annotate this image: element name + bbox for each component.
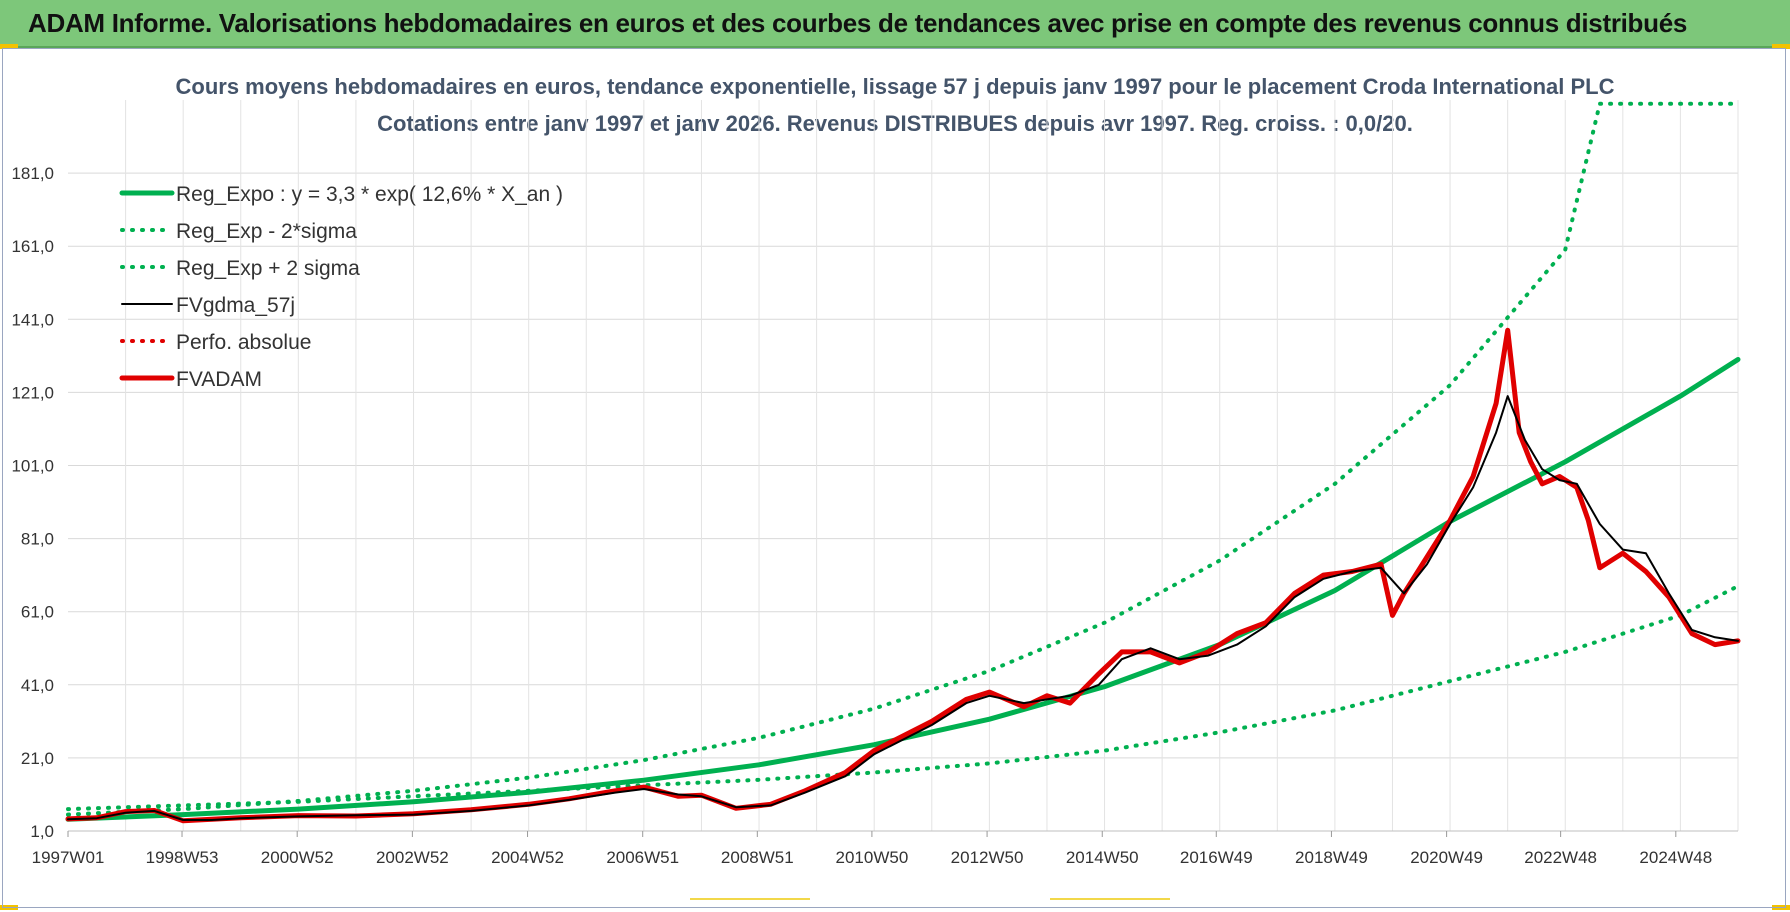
x-tick-label: 2024W48	[1639, 848, 1712, 867]
bottom-highlight	[690, 898, 810, 900]
y-tick-label: 81,0	[21, 530, 54, 549]
legend-label: Reg_Exp - 2*sigma	[176, 220, 357, 243]
series-line	[66, 584, 1740, 812]
series-line	[65, 357, 1741, 822]
report-title: ADAM Informe. Valorisations hebdomadaire…	[28, 8, 1688, 38]
x-tick-label: 1998W53	[146, 848, 219, 867]
y-tick-label: 41,0	[21, 676, 54, 695]
bottom-highlight	[1050, 898, 1170, 900]
legend-label: Reg_Expo : y = 3,3 * exp( 12,6% * X_an )	[176, 183, 563, 206]
series-line	[65, 327, 1741, 824]
x-tick-label: 2004W52	[491, 848, 564, 867]
chart-title: Cours moyens hebdomadaires en euros, ten…	[175, 74, 1615, 99]
y-tick-label: 1,0	[30, 822, 54, 841]
x-tick-label: 2002W52	[376, 848, 449, 867]
corner-mark	[1772, 44, 1790, 49]
legend: Reg_Expo : y = 3,3 * exp( 12,6% * X_an )…	[119, 183, 563, 391]
legend-label: FVADAM	[176, 368, 262, 391]
x-tick-label: 2022W48	[1524, 848, 1597, 867]
y-tick-label: 61,0	[21, 603, 54, 622]
chart-subtitle: Cotations entre janv 1997 et janv 2026. …	[377, 111, 1413, 136]
x-tick-label: 2016W49	[1180, 848, 1253, 867]
y-tick-label: 141,0	[11, 310, 54, 329]
axes: 1,0 21,0 41,0 61,0 81,0 101,0 121,0 141,0 161,0 1…	[11, 164, 1738, 867]
grid	[68, 100, 1739, 832]
y-tick-label: 161,0	[11, 237, 54, 256]
x-tick-label: 2008W51	[721, 848, 794, 867]
y-tick-label: 101,0	[11, 457, 54, 476]
chart-frame	[2, 48, 1786, 908]
x-tick-label: 2018W49	[1295, 848, 1368, 867]
report-banner: ADAM Informe. Valorisations hebdomadaire…	[0, 0, 1790, 48]
series-layer	[65, 101, 1741, 824]
series-line	[66, 101, 1740, 817]
x-tick-label: 2010W50	[836, 848, 909, 867]
legend-label: Reg_Exp + 2 sigma	[176, 257, 360, 280]
x-tick-label: 2006W51	[606, 848, 679, 867]
series-line	[67, 395, 1739, 821]
y-tick-label: 21,0	[21, 749, 54, 768]
x-tick-label: 2000W52	[261, 848, 334, 867]
y-tick-label: 181,0	[11, 164, 54, 183]
corner-mark	[0, 44, 18, 49]
x-tick-label: 2020W49	[1410, 848, 1483, 867]
y-tick-label: 121,0	[11, 383, 54, 402]
x-tick-label: 2012W50	[951, 848, 1024, 867]
x-tick-label: 1997W01	[32, 848, 105, 867]
legend-label: FVgdma_57j	[176, 294, 295, 317]
legend-label: Perfo. absolue	[176, 331, 311, 354]
x-tick-label: 2014W50	[1066, 848, 1139, 867]
